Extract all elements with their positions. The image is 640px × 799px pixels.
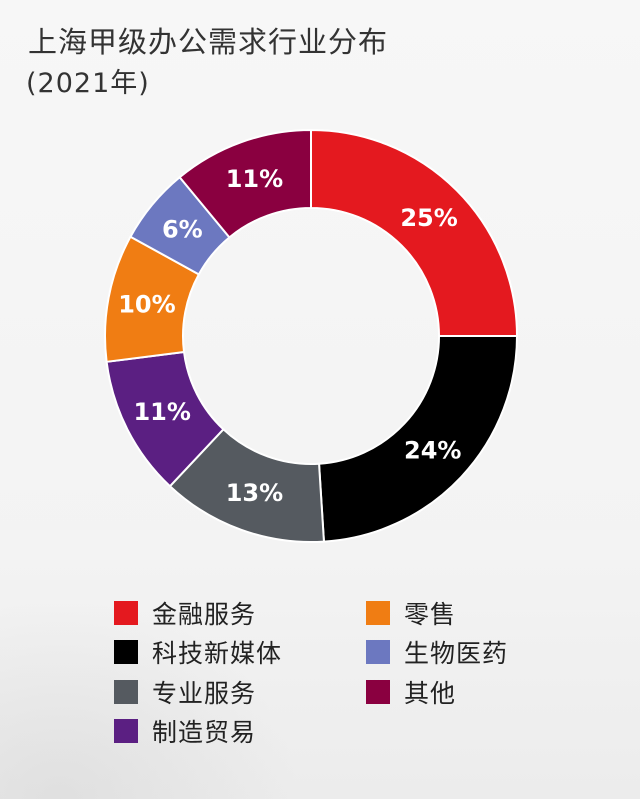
slice-label-1: 25% (400, 204, 457, 232)
donut-slice-7 (178, 128, 312, 239)
slice-label-4: 11% (133, 398, 190, 426)
slice-label-2: 24% (404, 436, 461, 464)
donut-slice-1 (310, 128, 519, 337)
slice-label-6: 6% (162, 216, 203, 244)
slice-label-5: 10% (118, 291, 175, 319)
slice-label-3: 13% (226, 479, 283, 507)
donut-slice-2 (317, 335, 519, 543)
chart-subtitle: (2021年) (26, 68, 150, 99)
background-decoration (0, 599, 300, 799)
chart-title: 上海甲级办公需求行业分布 (28, 25, 389, 59)
slice-label-7: 11% (226, 165, 283, 193)
